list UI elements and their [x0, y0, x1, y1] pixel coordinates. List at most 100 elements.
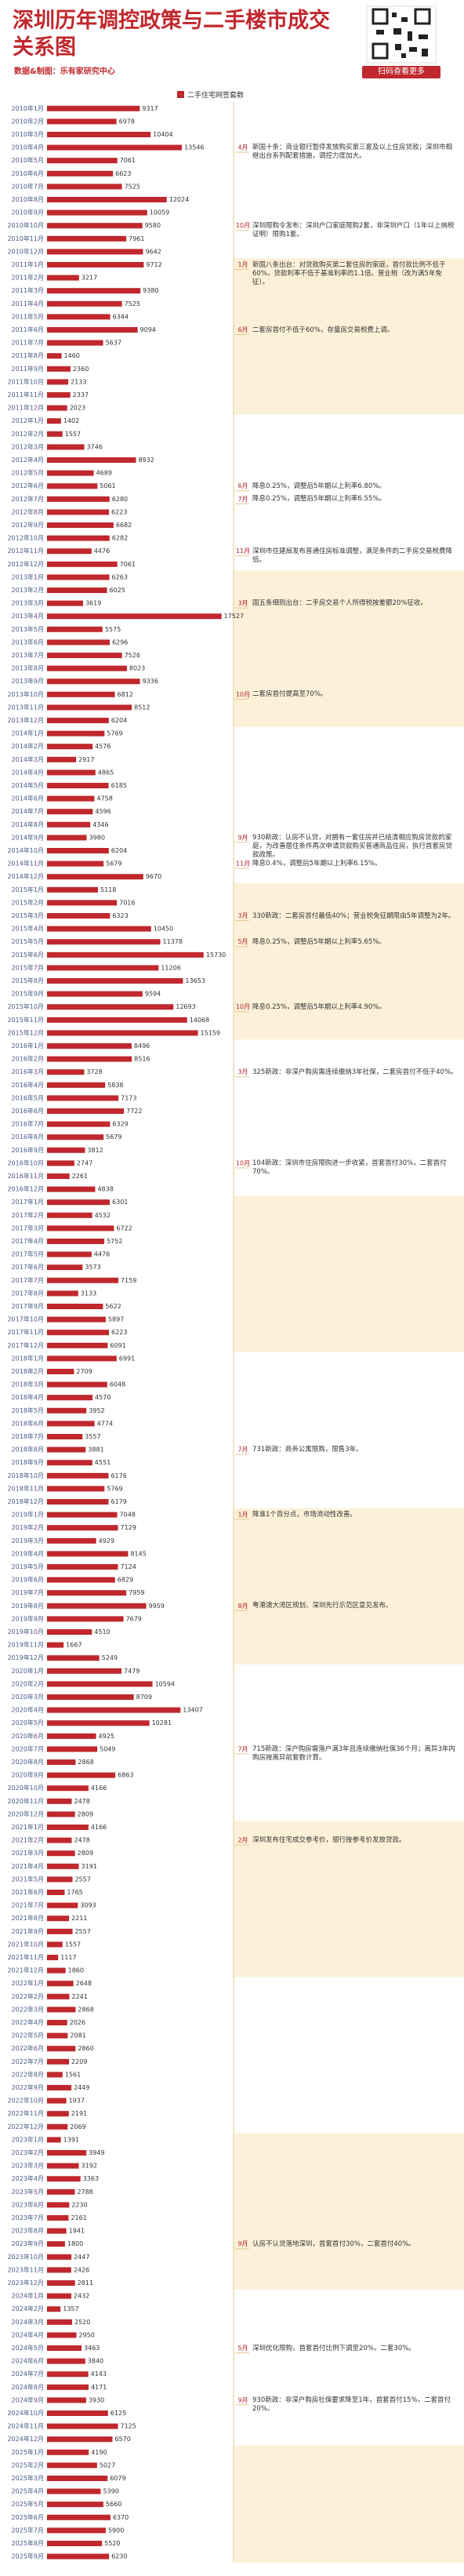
bar — [47, 653, 122, 658]
bar — [47, 2163, 79, 2169]
value-label: 3191 — [82, 1863, 97, 1870]
category-label: 2018年11月 — [7, 1484, 44, 1492]
category-label: 2018年12月 — [7, 1497, 44, 1505]
category-label: 2018年4月 — [12, 1393, 44, 1401]
value-label: 5622 — [105, 1303, 121, 1310]
year-band — [234, 258, 464, 415]
annotation-month: 1月 — [237, 1512, 248, 1519]
annotation-text: 104新政：深圳市住房限购进一步收紧，首套首付30%，二套首付70%。 — [252, 1159, 447, 1176]
category-label: 2011年12月 — [7, 404, 44, 412]
year-band — [234, 1508, 464, 1665]
bar — [47, 1277, 118, 1283]
bar — [47, 2397, 86, 2403]
value-label: 6204 — [111, 717, 127, 724]
bar — [47, 2423, 118, 2429]
category-label: 2015年9月 — [12, 990, 44, 998]
bar — [47, 1069, 85, 1075]
value-label: 2069 — [70, 2123, 85, 2130]
category-label: 2014年3月 — [12, 755, 44, 763]
bar — [47, 1863, 79, 1869]
bar — [47, 2501, 103, 2508]
value-label: 4925 — [99, 1733, 114, 1740]
category-label: 2021年5月 — [12, 1875, 44, 1883]
bar — [47, 1381, 107, 1388]
category-label: 2011年9月 — [12, 365, 44, 373]
category-label: 2013年4月 — [12, 612, 44, 620]
category-label: 2016年1月 — [12, 1042, 44, 1050]
bar — [47, 1486, 105, 1492]
bar — [47, 2541, 103, 2546]
annotation-month: 3月 — [237, 1068, 248, 1075]
category-label: 2011年6月 — [12, 326, 44, 333]
value-label: 2209 — [71, 2058, 87, 2065]
value-label: 3133 — [81, 1290, 96, 1297]
category-label: 2021年9月 — [12, 1927, 44, 1935]
value-label: 4166 — [91, 1824, 107, 1831]
category-label: 2024年6月 — [12, 2357, 44, 2365]
value-label: 1391 — [63, 2136, 79, 2143]
bar — [47, 496, 110, 502]
category-label: 2023年1月 — [12, 2135, 44, 2143]
value-label: 10059 — [150, 209, 169, 216]
annotation-month: 7月 — [237, 1745, 248, 1752]
category-label: 2011年10月 — [7, 377, 44, 385]
category-label: 2016年7月 — [12, 1120, 44, 1128]
category-label: 2019年2月 — [12, 1523, 44, 1531]
category-label: 2018年6月 — [12, 1419, 44, 1427]
value-label: 2478 — [74, 1837, 89, 1844]
annotation-text: 深圳限购令发布：深圳户口家庭限购2套，非深圳户口（1年以上纳税证明）限购1套。 — [252, 221, 455, 238]
annotation-month: 10月 — [236, 1159, 250, 1166]
value-label: 5679 — [106, 860, 121, 868]
value-label: 7173 — [121, 1094, 136, 1101]
category-label: 2023年3月 — [12, 2162, 44, 2170]
bar — [47, 2514, 111, 2520]
category-label: 2016年8月 — [12, 1133, 44, 1141]
bar — [47, 2228, 67, 2234]
value-label: 3363 — [83, 2175, 99, 2182]
bar — [47, 1407, 87, 1414]
annotation-text: 降息0.4%，调整后5年期以上利率6.15%。 — [252, 860, 382, 868]
category-label: 2022年5月 — [12, 2032, 44, 2039]
value-label: 13653 — [185, 977, 205, 984]
bar — [47, 2345, 82, 2351]
annotation-text: 认房不认贷落地深圳，首套首付30%，二套首付40%。 — [252, 2239, 415, 2248]
category-label: 2022年6月 — [12, 2044, 44, 2052]
bar — [47, 2254, 72, 2260]
annotation-month: 7月 — [237, 496, 248, 503]
category-label: 2019年8月 — [12, 1602, 44, 1610]
category-label: 2017年1月 — [12, 1198, 44, 1206]
category-label: 2012年4月 — [12, 456, 44, 464]
value-label: 6223 — [111, 508, 127, 515]
value-label: 7679 — [126, 1615, 142, 1622]
value-label: 2809 — [78, 1810, 93, 1817]
value-label: 2426 — [74, 2266, 89, 2273]
bar — [47, 2007, 76, 2013]
category-label: 2010年10月 — [7, 221, 44, 229]
annotation-text: 深圳优化限购，首套首付比例下调至20%，二套30%。 — [252, 2344, 415, 2352]
value-label: 5752 — [107, 1238, 122, 1245]
value-label: 15159 — [201, 1029, 220, 1036]
bar — [47, 1564, 118, 1570]
category-label: 2010年8月 — [12, 195, 44, 203]
bar — [47, 874, 143, 880]
annotation-text: 330新政：二套房首付最低40%；营业税免征期限由5年调整为2年。 — [252, 911, 455, 920]
value-label: 3728 — [86, 1068, 102, 1075]
value-label: 5769 — [107, 730, 122, 737]
bar — [47, 170, 114, 176]
value-label: 3881 — [88, 1446, 103, 1454]
value-label: 4346 — [92, 821, 108, 828]
annotation-text: 降息0.25%，调整后5年期以上利率6.55%。 — [252, 495, 386, 504]
category-label: 2021年2月 — [12, 1836, 44, 1844]
value-label: 6091 — [110, 1342, 125, 1349]
value-label: 6829 — [118, 1577, 133, 1584]
annotation-text: 深圳发布住宅成交参考价，银行按参考价发放贷款。 — [252, 1836, 406, 1845]
category-label: 2011年4月 — [12, 300, 44, 307]
category-label: 2012年10月 — [7, 534, 44, 542]
value-label: 4689 — [96, 470, 112, 477]
category-label: 2016年4月 — [12, 1081, 44, 1089]
value-label: 9670 — [146, 873, 161, 880]
bar — [47, 1160, 74, 1166]
category-label: 2012年11月 — [7, 547, 44, 555]
bar — [47, 1993, 70, 1999]
category-label: 2014年4月 — [12, 768, 44, 776]
